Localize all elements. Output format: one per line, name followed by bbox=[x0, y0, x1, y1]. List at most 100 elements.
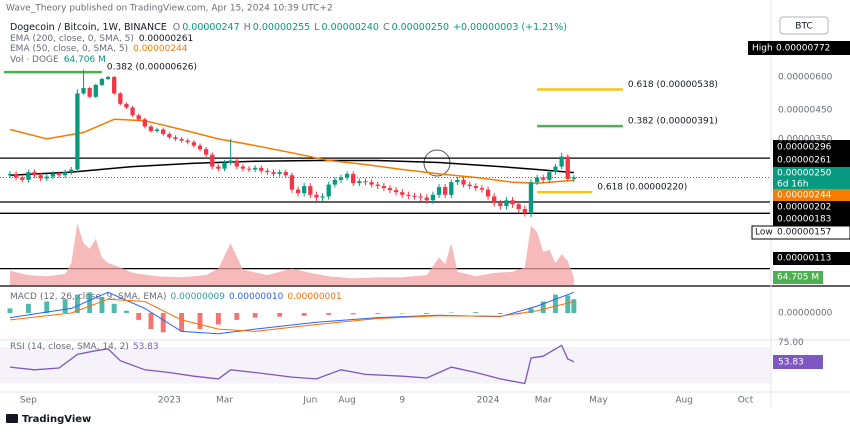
candle-body bbox=[124, 103, 129, 108]
candle-body bbox=[210, 154, 215, 167]
candle-body bbox=[265, 170, 270, 173]
macd-histogram-bar bbox=[62, 299, 68, 313]
currency-box[interactable] bbox=[779, 16, 829, 35]
candle-body bbox=[136, 115, 141, 120]
x-tick-label: Mar bbox=[535, 396, 552, 406]
candle-body bbox=[32, 172, 37, 176]
y-tick-label: 0.00000000 bbox=[778, 309, 833, 319]
ema50-value: 0.00000244 bbox=[133, 44, 188, 54]
candle-body bbox=[99, 78, 105, 85]
candle-body bbox=[485, 189, 491, 197]
candle-body bbox=[81, 88, 86, 94]
macd-histogram-bar bbox=[99, 296, 105, 313]
candle-body bbox=[534, 177, 540, 183]
ema200-tag-label: 0.00000261 bbox=[777, 156, 831, 166]
candle-body bbox=[338, 177, 344, 180]
volume-area bbox=[9, 223, 574, 285]
candle-body bbox=[449, 182, 454, 195]
macd-histogram-bar bbox=[87, 292, 93, 313]
candle-body bbox=[541, 177, 546, 180]
countdown: 6d 16h bbox=[777, 180, 808, 190]
candle-body bbox=[154, 129, 160, 131]
macd-histogram-bar bbox=[44, 301, 50, 313]
candle-body bbox=[44, 176, 49, 179]
low-value: 0.00000157 bbox=[777, 228, 831, 238]
candle-body bbox=[26, 172, 31, 180]
macd-histogram-bar bbox=[25, 303, 31, 313]
high-tag bbox=[748, 41, 850, 55]
candle-body bbox=[528, 182, 534, 214]
macd-histogram-bar bbox=[74, 294, 80, 313]
y-tick-label: 0.00000600 bbox=[778, 73, 833, 83]
candle-body bbox=[492, 196, 497, 204]
fib-label: 0.618 (0.00000538) bbox=[628, 80, 718, 90]
candle-body bbox=[289, 175, 295, 190]
macd-histogram-bar bbox=[540, 301, 546, 313]
level-tag bbox=[773, 213, 850, 226]
candle-body bbox=[406, 194, 411, 196]
macd-histogram-bar bbox=[7, 308, 13, 313]
candle-body bbox=[167, 134, 172, 138]
candle-body bbox=[436, 187, 442, 195]
x-tick-label: May bbox=[589, 396, 608, 406]
symbol: Dogecoin / Bitcoin, 1W, BINANCE bbox=[10, 22, 167, 33]
candle-body bbox=[522, 209, 527, 214]
candle-body bbox=[381, 186, 387, 189]
candle-body bbox=[363, 181, 368, 183]
candle-body bbox=[253, 167, 258, 170]
candle-body bbox=[130, 107, 135, 116]
candle-body bbox=[271, 172, 276, 174]
candle-body bbox=[344, 173, 350, 178]
candle-body bbox=[504, 200, 509, 207]
macd-histogram-bar bbox=[399, 313, 405, 314]
candle-body bbox=[7, 173, 13, 176]
legend-ema50: EMA (50, close, 0, SMA, 5) 0.00000244 bbox=[10, 44, 188, 54]
macd-line bbox=[9, 298, 575, 332]
level-tag bbox=[773, 252, 850, 265]
candle-body bbox=[302, 186, 307, 194]
candle-body bbox=[56, 173, 62, 176]
legend-volume: Vol · DOGE 64.706 M bbox=[10, 55, 106, 65]
candle-body bbox=[565, 156, 570, 179]
candle-body bbox=[320, 196, 325, 198]
x-tick-label: 2023 bbox=[158, 396, 181, 406]
candle-body bbox=[173, 137, 178, 139]
macd-histogram-bar bbox=[375, 313, 381, 314]
candle-body bbox=[516, 204, 521, 210]
currency[interactable]: BTC bbox=[795, 22, 812, 32]
macd-histogram-bar bbox=[301, 313, 307, 316]
candle-body bbox=[498, 203, 503, 207]
fib-label: 0.382 (0.00000626) bbox=[107, 63, 197, 73]
h-label: H bbox=[244, 22, 251, 33]
legend-rsi: RSI (14, close, SMA, 14, 2) 53.83 bbox=[10, 342, 159, 352]
rsi-value: 53.83 bbox=[133, 342, 159, 352]
signal-value: 0.00000001 bbox=[287, 292, 341, 302]
candle-body bbox=[547, 172, 552, 180]
candle-body bbox=[234, 160, 239, 167]
macd-histogram-bar bbox=[497, 313, 503, 314]
x-tick-label: Mar bbox=[216, 396, 233, 406]
candle-body bbox=[277, 172, 282, 174]
level-tag-label: 0.00000113 bbox=[777, 254, 831, 264]
candle-body bbox=[259, 167, 264, 171]
brand-icon bbox=[6, 414, 18, 423]
macd-histogram-bar bbox=[565, 295, 571, 313]
high-label: High bbox=[752, 44, 773, 54]
volume-tag bbox=[773, 271, 823, 284]
macd-value: 0.00000010 bbox=[229, 292, 284, 302]
y-tick-label: 0.00000450 bbox=[778, 106, 833, 116]
candle-body bbox=[191, 142, 197, 146]
level-tag-label: 0.00000202 bbox=[777, 203, 831, 213]
macd-histogram-bar bbox=[448, 312, 454, 314]
level-tag bbox=[773, 140, 850, 154]
candle-body bbox=[553, 166, 558, 173]
x-tick-label: Aug bbox=[338, 396, 356, 406]
rsi-tag bbox=[773, 355, 823, 369]
x-tick-label: Jun bbox=[302, 396, 317, 406]
macd-histogram-bar bbox=[136, 313, 142, 320]
candle-body bbox=[314, 194, 319, 198]
macd-histogram-bar bbox=[326, 313, 332, 315]
candle-body bbox=[295, 189, 301, 194]
candle-body bbox=[228, 160, 233, 163]
candle-body bbox=[20, 177, 25, 180]
